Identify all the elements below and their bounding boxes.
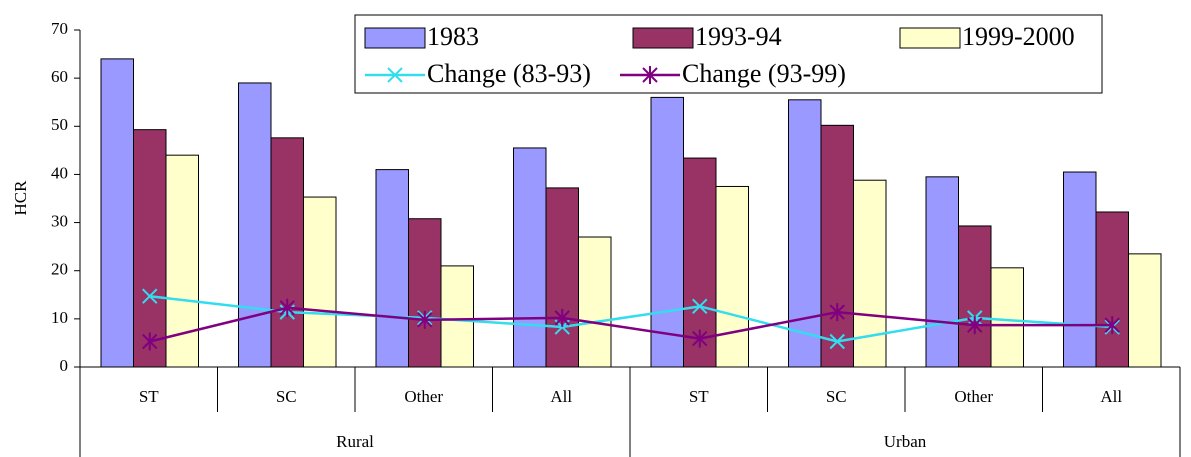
- bar: [270, 137, 304, 368]
- marker: [142, 288, 158, 304]
- x-tick-label: SC: [276, 387, 297, 406]
- legend: [354, 14, 1103, 94]
- x-tick-label: All: [1100, 387, 1122, 406]
- marker: [279, 298, 295, 317]
- x-tick-label: Other: [954, 387, 993, 406]
- x-tick-label: ST: [139, 387, 159, 406]
- marker: [829, 333, 845, 350]
- bar: [1128, 253, 1162, 368]
- marker: [387, 67, 403, 83]
- bar: [788, 99, 822, 368]
- bar: [440, 265, 474, 368]
- y-tick-label: 10: [51, 308, 68, 327]
- x-tick-label: ST: [689, 387, 709, 406]
- marker: [692, 298, 708, 315]
- y-tick-label: 20: [51, 260, 68, 279]
- legend-label: 1999-2000: [962, 22, 1075, 51]
- legend-swatch: [632, 27, 694, 49]
- bar: [513, 147, 547, 368]
- x-tick-label: Other: [404, 387, 443, 406]
- bar: [958, 225, 992, 368]
- legend-label: 1993-94: [695, 22, 782, 51]
- bar: [1063, 171, 1097, 368]
- bar: [578, 236, 612, 368]
- legend-swatch: [899, 27, 961, 49]
- y-tick-label: 70: [51, 19, 68, 38]
- marker: [554, 308, 570, 327]
- y-tick-label: 0: [60, 356, 69, 375]
- marker: [417, 310, 433, 329]
- group-label: Rural: [336, 432, 374, 451]
- y-axis-label: HCR: [11, 180, 30, 216]
- y-tick-label: 60: [51, 67, 68, 86]
- bar: [820, 124, 854, 368]
- marker: [967, 316, 983, 335]
- legend-swatch: [364, 27, 426, 49]
- bar: [715, 185, 749, 368]
- y-tick-label: 30: [51, 211, 68, 230]
- bar: [545, 187, 579, 368]
- bar: [650, 96, 684, 368]
- marker: [692, 329, 708, 348]
- legend-label: Change (93-99): [682, 59, 846, 88]
- legend-label: Change (83-93): [427, 59, 591, 88]
- bar: [1095, 211, 1129, 368]
- y-tick-label: 40: [51, 163, 68, 182]
- marker: [642, 66, 658, 84]
- x-tick-label: SC: [826, 387, 847, 406]
- legend-label: 1983: [427, 22, 479, 51]
- marker: [1104, 316, 1120, 335]
- y-tick-label: 50: [51, 115, 68, 134]
- bar: [925, 176, 959, 368]
- group-label: Urban: [884, 432, 927, 451]
- bar: [100, 58, 134, 368]
- bar: [990, 267, 1024, 368]
- bar: [303, 196, 337, 368]
- line: [149, 306, 1113, 343]
- bar: [375, 169, 409, 368]
- bar: [133, 129, 167, 368]
- marker: [142, 332, 158, 351]
- bar: [408, 218, 442, 368]
- x-tick-label: All: [550, 387, 572, 406]
- bar: [238, 82, 272, 368]
- marker: [829, 303, 845, 322]
